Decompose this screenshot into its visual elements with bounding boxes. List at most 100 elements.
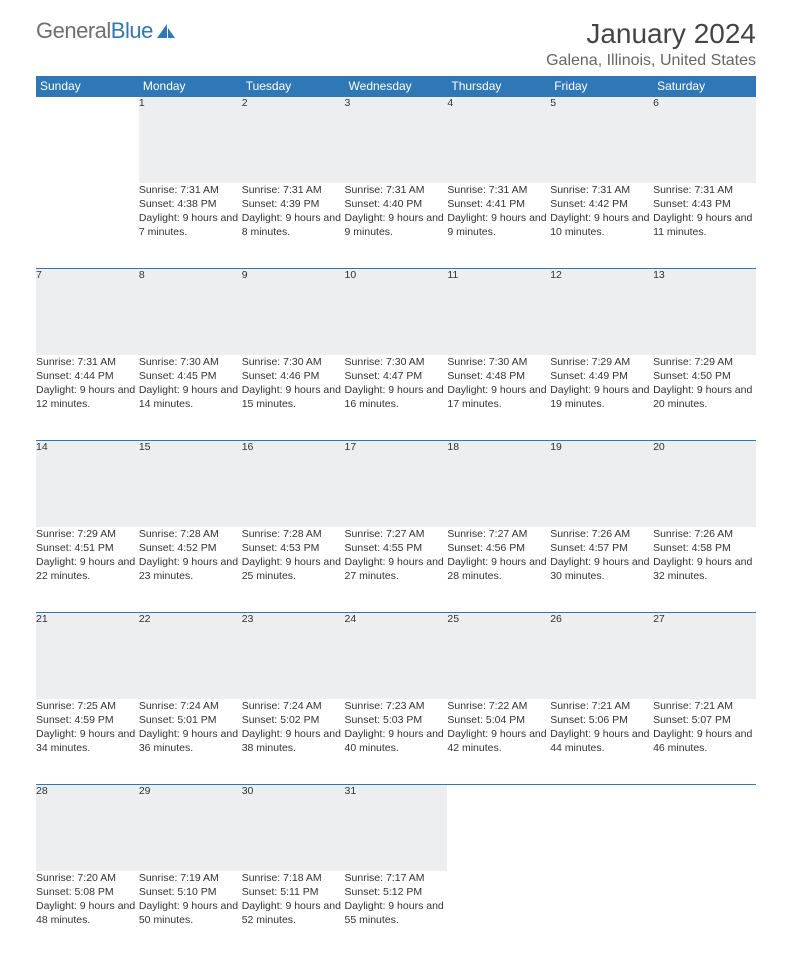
empty-day-cell [36,183,139,269]
sunset-text: Sunset: 4:47 PM [345,369,448,383]
daylight-text: Daylight: 9 hours and 12 minutes. [36,383,139,411]
day-number: 31 [345,785,448,871]
day-number-row: 14151617181920 [36,441,756,527]
daylight-text: Daylight: 9 hours and 46 minutes. [653,727,756,755]
sunset-text: Sunset: 4:48 PM [447,369,550,383]
sunrise-text: Sunrise: 7:24 AM [242,699,345,713]
sunrise-text: Sunrise: 7:30 AM [242,355,345,369]
day-number: 14 [36,441,139,527]
day-number: 15 [139,441,242,527]
day-number: 12 [550,269,653,355]
month-title: January 2024 [546,18,756,50]
sunrise-text: Sunrise: 7:31 AM [242,183,345,197]
weekday-header: Wednesday [345,76,448,97]
day-cell: Sunrise: 7:17 AMSunset: 5:12 PMDaylight:… [345,871,448,957]
daylight-text: Daylight: 9 hours and 7 minutes. [139,211,242,239]
day-number: 6 [653,97,756,183]
sunset-text: Sunset: 4:45 PM [139,369,242,383]
day-cell: Sunrise: 7:21 AMSunset: 5:06 PMDaylight:… [550,699,653,785]
daylight-text: Daylight: 9 hours and 10 minutes. [550,211,653,239]
sunrise-text: Sunrise: 7:27 AM [447,527,550,541]
day-cell: Sunrise: 7:19 AMSunset: 5:10 PMDaylight:… [139,871,242,957]
day-number: 13 [653,269,756,355]
day-content-row: Sunrise: 7:29 AMSunset: 4:51 PMDaylight:… [36,527,756,613]
sunrise-text: Sunrise: 7:20 AM [36,871,139,885]
sunrise-text: Sunrise: 7:31 AM [653,183,756,197]
daylight-text: Daylight: 9 hours and 9 minutes. [345,211,448,239]
daylight-text: Daylight: 9 hours and 32 minutes. [653,555,756,583]
sunrise-text: Sunrise: 7:31 AM [139,183,242,197]
sunrise-text: Sunrise: 7:31 AM [36,355,139,369]
sunset-text: Sunset: 4:53 PM [242,541,345,555]
day-cell: Sunrise: 7:18 AMSunset: 5:11 PMDaylight:… [242,871,345,957]
daylight-text: Daylight: 9 hours and 55 minutes. [345,899,448,927]
sunrise-text: Sunrise: 7:26 AM [653,527,756,541]
sunrise-text: Sunrise: 7:25 AM [36,699,139,713]
sunrise-text: Sunrise: 7:21 AM [550,699,653,713]
weekday-header: Saturday [653,76,756,97]
sunset-text: Sunset: 4:46 PM [242,369,345,383]
sunrise-text: Sunrise: 7:24 AM [139,699,242,713]
day-number: 16 [242,441,345,527]
day-number-row: 78910111213 [36,269,756,355]
empty-day-cell [550,871,653,957]
daylight-text: Daylight: 9 hours and 36 minutes. [139,727,242,755]
daylight-text: Daylight: 9 hours and 19 minutes. [550,383,653,411]
daylight-text: Daylight: 9 hours and 50 minutes. [139,899,242,927]
location-text: Galena, Illinois, United States [546,52,756,70]
daylight-text: Daylight: 9 hours and 42 minutes. [447,727,550,755]
day-number: 5 [550,97,653,183]
sunrise-text: Sunrise: 7:29 AM [550,355,653,369]
day-number: 27 [653,613,756,699]
day-cell: Sunrise: 7:29 AMSunset: 4:51 PMDaylight:… [36,527,139,613]
day-number: 2 [242,97,345,183]
weekday-header: Tuesday [242,76,345,97]
day-cell: Sunrise: 7:30 AMSunset: 4:45 PMDaylight:… [139,355,242,441]
day-cell: Sunrise: 7:23 AMSunset: 5:03 PMDaylight:… [345,699,448,785]
brand-logo: GeneralBlue [36,18,177,44]
sunset-text: Sunset: 5:11 PM [242,885,345,899]
sunrise-text: Sunrise: 7:22 AM [447,699,550,713]
day-content-row: Sunrise: 7:31 AMSunset: 4:44 PMDaylight:… [36,355,756,441]
day-number: 30 [242,785,345,871]
sunset-text: Sunset: 4:44 PM [36,369,139,383]
day-number: 23 [242,613,345,699]
day-cell: Sunrise: 7:26 AMSunset: 4:58 PMDaylight:… [653,527,756,613]
sunset-text: Sunset: 4:55 PM [345,541,448,555]
day-cell: Sunrise: 7:31 AMSunset: 4:44 PMDaylight:… [36,355,139,441]
daylight-text: Daylight: 9 hours and 16 minutes. [345,383,448,411]
weekday-header: Thursday [447,76,550,97]
sunset-text: Sunset: 5:04 PM [447,713,550,727]
weekday-header-row: SundayMondayTuesdayWednesdayThursdayFrid… [36,76,756,97]
day-number: 3 [345,97,448,183]
day-cell: Sunrise: 7:24 AMSunset: 5:01 PMDaylight:… [139,699,242,785]
sunset-text: Sunset: 5:08 PM [36,885,139,899]
sunrise-text: Sunrise: 7:30 AM [345,355,448,369]
day-number: 22 [139,613,242,699]
daylight-text: Daylight: 9 hours and 38 minutes. [242,727,345,755]
sunrise-text: Sunrise: 7:30 AM [139,355,242,369]
day-cell: Sunrise: 7:30 AMSunset: 4:48 PMDaylight:… [447,355,550,441]
day-number: 19 [550,441,653,527]
day-number: 28 [36,785,139,871]
sunset-text: Sunset: 4:56 PM [447,541,550,555]
sunrise-text: Sunrise: 7:30 AM [447,355,550,369]
day-number: 8 [139,269,242,355]
sunset-text: Sunset: 4:59 PM [36,713,139,727]
weekday-header: Sunday [36,76,139,97]
day-cell: Sunrise: 7:25 AMSunset: 4:59 PMDaylight:… [36,699,139,785]
daylight-text: Daylight: 9 hours and 44 minutes. [550,727,653,755]
sunrise-text: Sunrise: 7:28 AM [242,527,345,541]
day-number: 9 [242,269,345,355]
sunset-text: Sunset: 4:38 PM [139,197,242,211]
day-number: 21 [36,613,139,699]
sunset-text: Sunset: 4:43 PM [653,197,756,211]
daylight-text: Daylight: 9 hours and 9 minutes. [447,211,550,239]
day-number: 7 [36,269,139,355]
sunrise-text: Sunrise: 7:26 AM [550,527,653,541]
day-cell: Sunrise: 7:21 AMSunset: 5:07 PMDaylight:… [653,699,756,785]
sunrise-text: Sunrise: 7:23 AM [345,699,448,713]
day-cell: Sunrise: 7:29 AMSunset: 4:49 PMDaylight:… [550,355,653,441]
sunset-text: Sunset: 4:39 PM [242,197,345,211]
day-cell: Sunrise: 7:31 AMSunset: 4:39 PMDaylight:… [242,183,345,269]
